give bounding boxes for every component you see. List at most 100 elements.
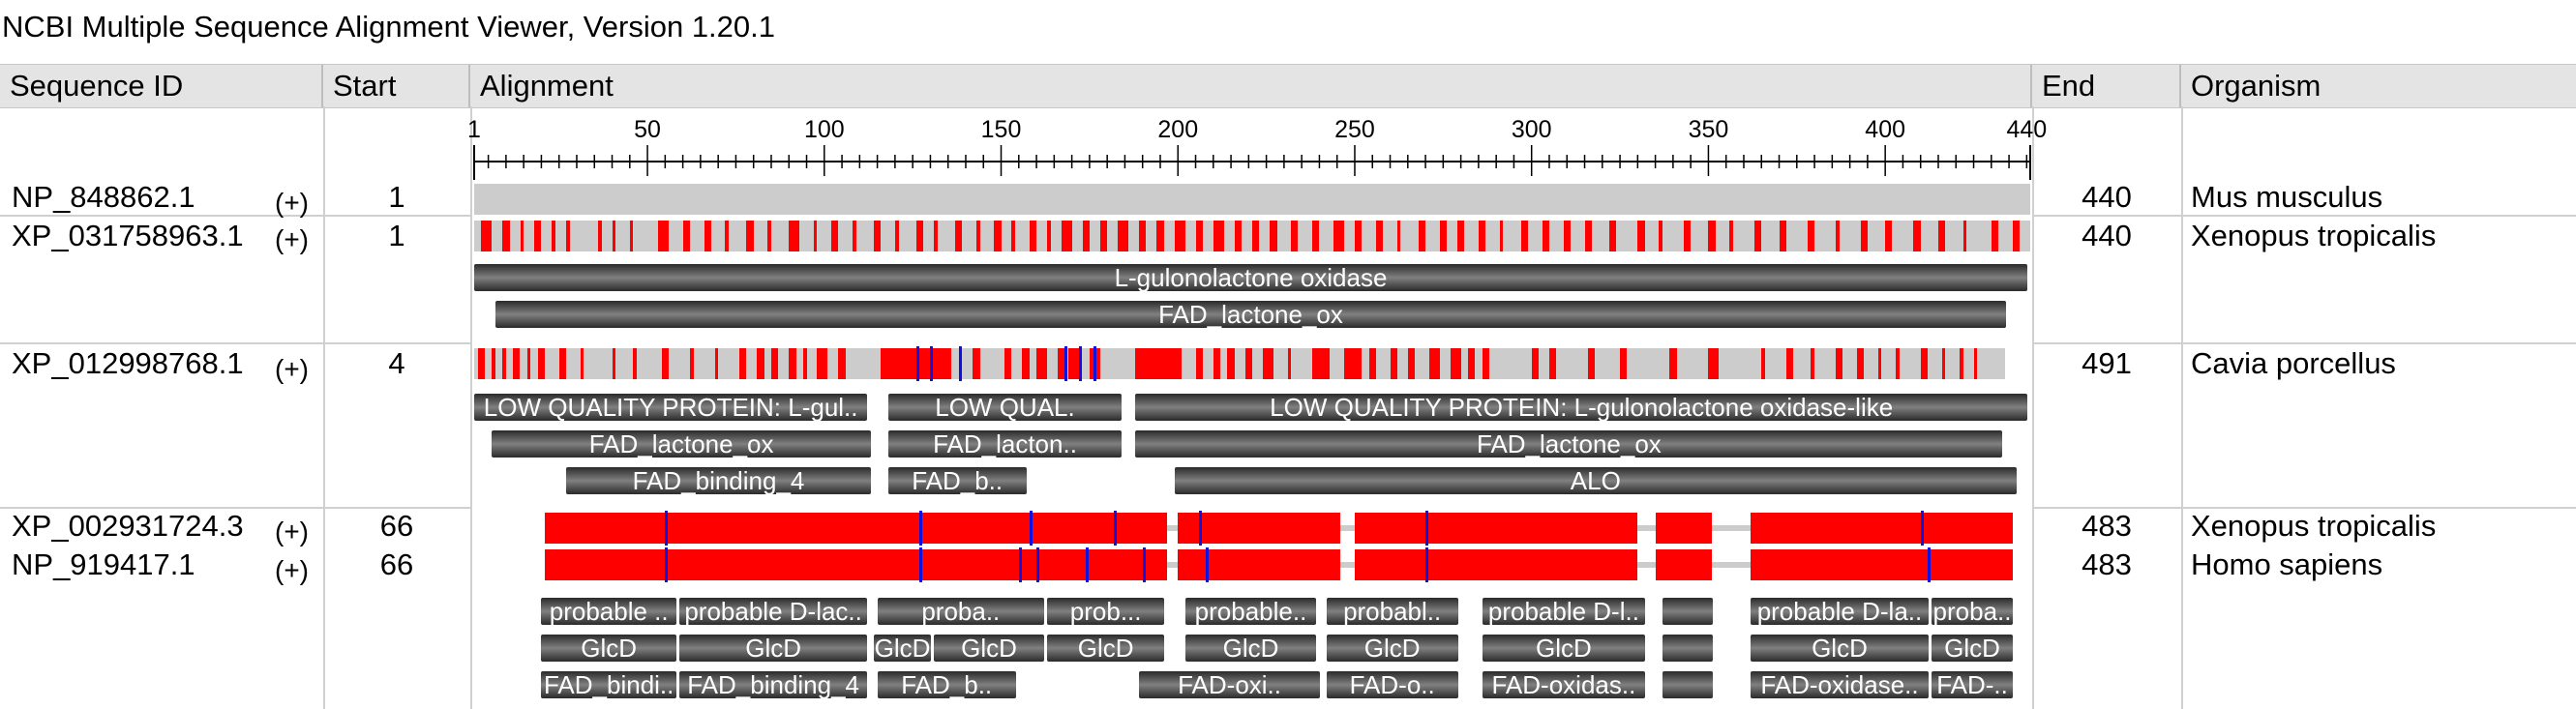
feature-annotation[interactable]: proba.. [1931,598,2014,625]
sequence-id-link[interactable]: NP_848862.1 [12,180,195,214]
feature-annotation[interactable]: proba.. [877,598,1045,625]
mismatch-segment [682,221,690,251]
feature-annotation[interactable]: GlcD [1931,635,2014,662]
feature-annotation[interactable]: LOW QUALITY PROTEIN: L-gulonolactone oxi… [1135,394,2027,421]
insertion-marker[interactable] [1425,511,1429,546]
feature-annotation[interactable]: GlcD [1482,635,1646,662]
sequence-track[interactable] [474,184,2030,215]
mismatch-segment [881,348,952,379]
strand-indicator: (+) [275,188,309,218]
insertion-marker[interactable] [1920,511,1924,546]
mismatch-segment [1896,348,1900,379]
feature-annotation[interactable]: FAD_lactone_ox [494,301,2007,328]
mismatch-segment [1195,348,1203,379]
column-header-end[interactable]: End [2032,65,2181,107]
mismatch-segment [973,348,980,379]
feature-annotation[interactable]: FAD-oxidas.. [1482,671,1646,698]
insertion-marker[interactable] [1018,547,1022,582]
feature-annotation[interactable]: LOW QUAL. [887,394,1123,421]
insertion-marker[interactable] [1029,511,1033,546]
feature-annotation[interactable]: probable D-la.. [1751,598,1929,625]
mismatch-segment [1178,513,1341,544]
feature-annotation[interactable] [1662,671,1713,698]
insertion-marker[interactable] [958,346,962,381]
feature-annotation[interactable]: probable D-lac.. [678,598,868,625]
feature-annotation[interactable]: GlcD [1751,635,1929,662]
feature-annotation[interactable]: GlcD [541,635,676,662]
feature-annotation[interactable]: FAD_bindi.. [541,671,676,698]
feature-annotation[interactable]: GlcD [678,635,868,662]
sequence-track[interactable] [474,348,2006,379]
insertion-marker[interactable] [1206,547,1210,582]
sequence-track[interactable] [545,513,2013,544]
feature-annotation[interactable]: FAD_lacton.. [887,430,1123,458]
feature-annotation[interactable]: LOW QUALITY PROTEIN: L-gul.. [474,394,868,421]
insertion-marker[interactable] [919,511,923,546]
sequence-id-link[interactable]: XP_002931724.3 [12,509,244,543]
mismatch-segment [1354,513,1638,544]
feature-annotation[interactable]: GlcD [1326,635,1458,662]
insertion-marker[interactable] [1928,547,1932,582]
insertion-marker[interactable] [1078,346,1082,381]
insertion-marker[interactable] [1142,547,1146,582]
column-header-organism[interactable]: Organism [2191,69,2321,103]
mismatch-segment [853,221,856,251]
feature-annotation[interactable]: FAD_b.. [877,671,1016,698]
feature-annotation[interactable]: probable D-l.. [1482,598,1646,625]
feature-annotation[interactable]: probable.. [1184,598,1317,625]
insertion-marker[interactable] [1093,346,1096,381]
sequence-track[interactable] [545,549,2013,580]
insertion-marker[interactable] [930,346,934,381]
feature-annotation[interactable]: FAD-oxidase.. [1751,671,1929,698]
column-header-sequence-id[interactable]: Sequence ID [0,65,323,107]
feature-annotation[interactable]: prob... [1047,598,1165,625]
feature-annotation[interactable]: GlcD [934,635,1045,662]
feature-annotation[interactable]: L-gulonolactone oxidase [474,264,2027,291]
feature-annotation[interactable]: FAD-o.. [1326,671,1458,698]
insertion-marker[interactable] [1064,346,1068,381]
mismatch-segment [802,348,807,379]
sequence-id-link[interactable]: XP_031758963.1 [12,219,244,252]
sequence-id-link[interactable]: XP_012998768.1 [12,346,244,380]
feature-annotation[interactable]: probabl.. [1326,598,1458,625]
feature-annotation[interactable]: FAD-oxi.. [1139,671,1321,698]
mismatch-segment [612,348,616,379]
feature-annotation[interactable]: FAD_lactone_ox [492,430,871,458]
insertion-marker[interactable] [915,346,919,381]
mismatch-segment [2012,221,2021,251]
mismatch-segment [1807,221,1815,251]
insertion-marker[interactable] [1425,547,1429,582]
sequence-track[interactable] [474,221,2030,251]
feature-annotation[interactable]: GlcD [1184,635,1317,662]
feature-annotation[interactable]: GlcD [873,635,932,662]
ruler-tick-label: 150 [980,116,1022,143]
feature-annotation[interactable]: probable .. [541,598,676,625]
column-header-start[interactable]: Start [323,65,470,107]
insertion-marker[interactable] [665,511,669,546]
feature-annotation[interactable]: GlcD [1047,635,1165,662]
mismatch-segment [975,221,980,251]
feature-annotation[interactable] [1662,598,1713,625]
mismatch-segment [1213,221,1224,251]
insertion-marker[interactable] [1036,547,1040,582]
insertion-marker[interactable] [1114,511,1118,546]
column-header-alignment[interactable]: Alignment [470,65,2032,107]
insertion-marker[interactable] [1086,547,1090,582]
insertion-marker[interactable] [919,547,923,582]
feature-annotation[interactable]: FAD_binding_4 [566,467,871,494]
feature-annotation[interactable] [1662,635,1713,662]
mismatch-segment [1729,221,1733,251]
insertion-marker[interactable] [1199,511,1203,546]
insertion-marker[interactable] [665,547,669,582]
mismatch-segment [1061,221,1072,251]
mismatch-segment [1877,348,1882,379]
feature-annotation[interactable]: FAD-.. [1931,671,2014,698]
alignment-ruler[interactable]: 1 50 100 150 200 250 300 350 400 440 [467,106,2047,180]
row-divider [2032,342,2576,344]
feature-annotation[interactable]: FAD_binding_4 [678,671,868,698]
feature-annotation[interactable]: FAD_lactone_ox [1135,430,2003,458]
feature-annotation[interactable]: FAD_b.. [887,467,1027,494]
feature-annotation[interactable]: ALO [1174,467,2018,494]
column-header-row: Sequence ID Start Alignment End Organism [0,64,2576,108]
sequence-id-link[interactable]: NP_919417.1 [12,547,195,581]
